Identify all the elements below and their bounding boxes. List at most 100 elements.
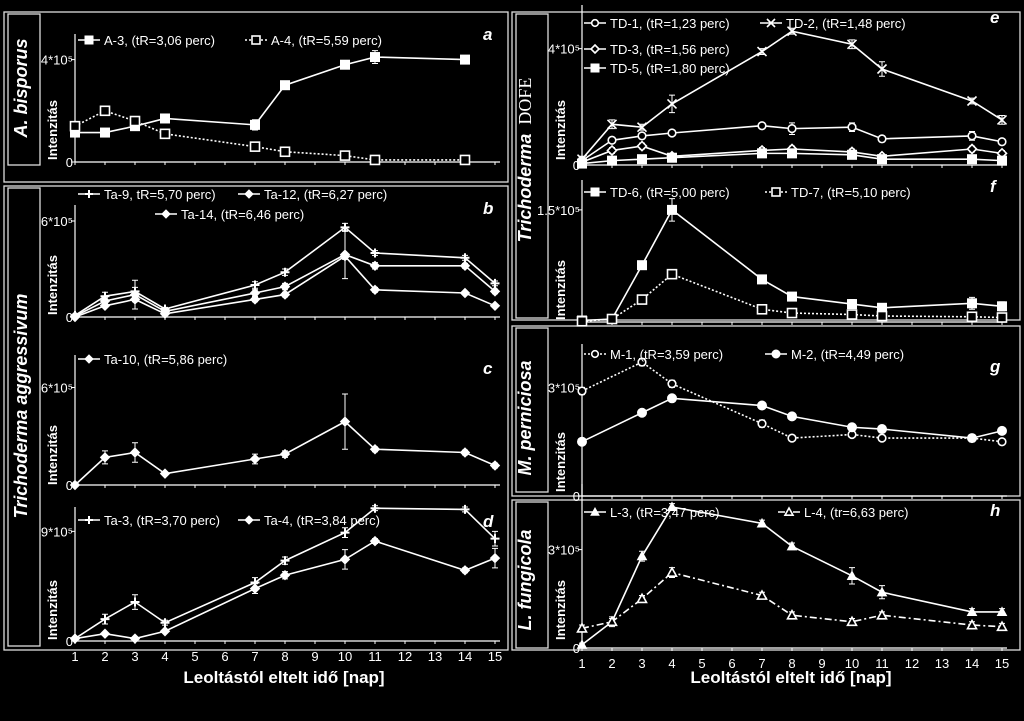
data-point [100,614,110,624]
data-point [369,284,381,296]
x-tick-label: 10 [338,649,352,664]
y-tick-label: 3*10⁵ [548,543,580,558]
x-tick-label: 11 [368,649,382,664]
group-label-perniciosa: M. perniciosa [515,360,535,475]
group-label-aggressivum: Trichoderma aggressivum [11,294,31,519]
y-axis-label: Intenzitás [45,425,60,485]
series-line [581,361,1003,443]
series-line [74,420,496,486]
data-point [99,105,111,117]
legend-label: A-3, (tR=3,06 perc) [104,33,215,48]
data-point [159,626,171,637]
y-tick-label: 1.5*10⁵ [537,203,580,218]
panel-frame [515,501,549,649]
legend-label: Ta-10, (tR=5,86 perc) [104,352,227,367]
legend-marker [783,506,795,517]
legend-marker [590,506,600,516]
data-point [787,291,797,302]
legend-entry: Ta-4, (tR=3,84 perc) [238,513,380,528]
data-point [756,517,768,528]
legend-label: Ta-12, (tR=6,27 perc) [264,187,387,202]
x-axis-title-right: Leoltástól eltelt idő [nap] [690,668,891,687]
series-line [581,152,1003,165]
series-line [581,145,1003,163]
data-point [159,128,171,140]
x-tick-label: 5 [191,649,198,664]
legend-label: TD-2, (tR=1,48 perc) [786,16,906,31]
data-point [577,386,587,396]
data-point [459,447,471,458]
legend-label: TD-7, (tR=5,10 perc) [791,185,911,200]
data-point [459,287,471,299]
series-e-2 [576,26,1008,165]
data-point [489,460,501,471]
data-point [339,554,351,565]
panel-frame [511,11,1021,321]
y-tick-label: 4*10⁵ [41,53,73,68]
data-point [966,143,978,155]
series-h-1 [576,501,1008,649]
legend-label: L-3, (tR=3,47 perc) [610,505,719,520]
y-tick-label: 0 [66,310,73,325]
legend-entry: TD-1, (tR=1,23 perc) [584,16,730,31]
x-tick-label: 7 [758,656,765,671]
x-tick-label: 12 [905,656,919,671]
data-point [756,589,768,600]
chart-panel-a: 0 4*10⁵ Intenzitás a A-3, (tR=3,06 perc) A-4,… [41,25,500,170]
data-point [489,300,501,312]
data-point [877,134,887,144]
data-point [577,436,587,447]
data-point [786,540,798,551]
data-point [966,606,978,617]
series-a-2 [69,105,471,166]
data-point [250,119,260,130]
data-point [99,300,111,312]
group-label-dofe: Trichoderma DOFE [515,78,535,243]
legend-marker [251,35,261,45]
data-point [757,419,767,429]
data-point [280,556,290,566]
data-point [490,534,500,544]
x-tick-label: 7 [251,649,258,664]
data-point [160,618,170,628]
data-point [279,570,291,581]
data-point [966,95,978,107]
data-point [847,122,857,132]
data-point [460,504,470,514]
panel-frame [515,327,549,493]
legend-entry: TD-6, (tR=5,00 perc) [584,185,730,200]
legend-entry: A-3, (tR=3,06 perc) [78,33,215,48]
x-tick-label: 12 [398,649,412,664]
x-tick-label: 10 [845,656,859,671]
data-point [577,158,587,169]
data-point [787,411,797,422]
chart-panel-c: 0 6*10⁵ Intenzitás c Ta-10, (tR=5,86 perc) [41,352,501,493]
data-point [997,137,1007,147]
data-point [997,301,1007,312]
panel-frame [3,11,509,183]
data-point [637,407,647,418]
data-point [967,154,977,165]
data-point [369,154,381,166]
panel-letter: a [483,25,492,44]
data-point [757,274,767,285]
data-point [636,140,648,152]
data-point [877,154,887,165]
data-point [876,310,888,322]
data-point [877,433,887,443]
series-a-1 [70,50,470,138]
data-point [786,609,798,620]
y-tick-label: 0 [66,155,73,170]
y-axis-label: Intenzitás [553,432,568,492]
data-point [249,141,261,152]
data-point [129,294,141,305]
panel-letter: c [483,359,493,378]
legend-marker [244,189,254,199]
legend-marker [771,349,781,359]
legend-entry: L-4, (tr=6,63 perc) [778,505,908,520]
series-line [581,124,1003,162]
legend-label: L-4, (tr=6,63 perc) [804,505,908,520]
data-point [606,615,618,627]
series-e-4 [577,148,1007,169]
